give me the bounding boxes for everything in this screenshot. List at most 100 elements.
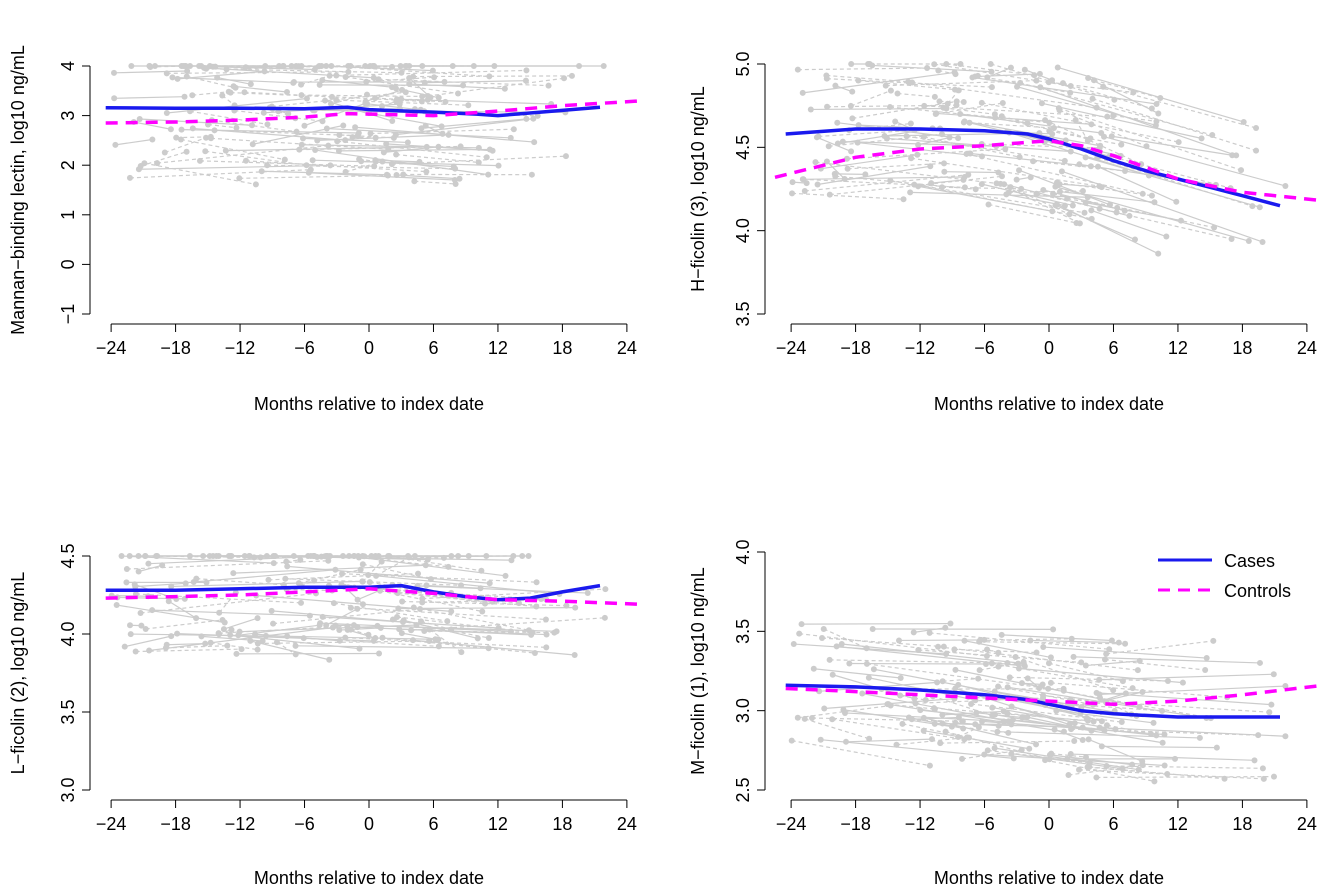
trajectory-point <box>865 674 872 681</box>
trajectory-point <box>354 605 361 612</box>
trajectory-point <box>789 179 796 186</box>
trajectory-segment <box>411 617 605 631</box>
trajectory-point <box>230 570 237 577</box>
trajectory-point <box>1119 678 1126 685</box>
trajectory-point <box>1119 765 1126 772</box>
trajectory-segment <box>1030 639 1119 644</box>
trajectory-segment <box>1099 673 1274 681</box>
trajectory-point <box>207 133 214 140</box>
trajectory-point <box>510 126 517 133</box>
trajectory-point <box>1228 236 1235 243</box>
trajectory-segment <box>987 67 1012 78</box>
trajectory-point <box>219 92 226 99</box>
trajectory-segment <box>1008 190 1083 193</box>
trajectory-point <box>378 558 385 565</box>
trajectory-point <box>922 697 929 704</box>
trajectory-segment <box>368 112 442 127</box>
trajectory-point <box>796 630 803 637</box>
trajectory-segment <box>1099 685 1286 695</box>
trajectory-point <box>915 141 922 148</box>
trajectory-point <box>799 89 806 96</box>
trajectory-point <box>1129 761 1136 768</box>
trajectory-point <box>367 130 374 137</box>
trajectory-segment <box>841 643 1024 665</box>
trajectory-point <box>832 173 839 180</box>
trajectory-point <box>1020 658 1027 665</box>
trajectory-point <box>824 103 831 110</box>
trajectory-point <box>951 646 958 653</box>
x-tick-label: −12 <box>225 814 256 834</box>
trajectory-point <box>486 146 493 153</box>
trajectory-segment <box>375 556 410 577</box>
trajectory-segment <box>145 555 261 558</box>
y-tick-label: 4.5 <box>733 135 753 160</box>
trajectory-point <box>132 583 139 590</box>
trajectory-point <box>149 136 156 143</box>
trajectory-point <box>848 148 855 155</box>
y-tick-label: 1 <box>58 210 78 220</box>
trajectory-point <box>910 629 917 636</box>
trajectory-point <box>832 82 839 89</box>
trajectory-segment <box>336 69 527 77</box>
trajectory-point <box>252 181 259 188</box>
trajectory-segment <box>299 145 461 151</box>
trajectory-point <box>482 600 489 607</box>
trajectory-point <box>543 644 550 651</box>
trajectory-point <box>1282 182 1289 189</box>
trajectory-point <box>431 74 438 81</box>
trajectory-point <box>399 598 406 605</box>
trajectory-point <box>602 586 609 593</box>
trajectory-segment <box>177 70 265 80</box>
trajectory-point <box>561 75 568 82</box>
trajectory-point <box>976 667 983 674</box>
trajectory-point <box>402 63 409 69</box>
trajectory-point <box>123 566 130 573</box>
trajectory-point <box>193 615 200 622</box>
trajectory-point <box>224 642 231 649</box>
trajectory-point <box>823 72 830 79</box>
trajectory-point <box>981 636 988 643</box>
trajectory-segment <box>1097 166 1177 203</box>
y-axis: 2.5 3.0 3.5 4.0 <box>733 539 766 803</box>
trajectory-point <box>1033 77 1040 84</box>
trajectory-point <box>370 74 377 81</box>
trajectory-point <box>168 633 175 640</box>
trajectory-point <box>1096 676 1103 683</box>
trajectory-segment <box>189 110 268 125</box>
trajectory-point <box>601 614 608 621</box>
trajectory-segment <box>1071 728 1259 736</box>
trajectory-point <box>132 648 139 655</box>
trajectory-point <box>1046 119 1053 126</box>
trajectory-segment <box>823 628 867 649</box>
trajectory-segment <box>1097 157 1253 207</box>
trajectory-segment <box>333 602 448 622</box>
trajectory-segment <box>217 76 251 85</box>
y-tick-label: 2.5 <box>733 777 753 802</box>
trajectory-point <box>988 84 995 91</box>
trajectory-point <box>1093 774 1100 781</box>
trajectory-point <box>325 142 332 149</box>
trajectory-segment <box>1011 753 1123 770</box>
x-tick-label: −12 <box>905 338 936 358</box>
trajectory-point <box>242 157 249 164</box>
trajectory-point <box>345 63 352 69</box>
trajectory-point <box>167 126 174 133</box>
trajectory-point <box>203 134 210 141</box>
trajectory-point <box>1082 662 1089 669</box>
trajectory-segment <box>1099 697 1132 715</box>
trajectory-point <box>1145 172 1152 179</box>
trajectory-segment <box>1054 728 1083 741</box>
y-tick-label: 4 <box>58 61 78 71</box>
trajectory-point <box>283 558 290 565</box>
y-tick-label: 3 <box>58 111 78 121</box>
trajectory-segment <box>942 677 979 682</box>
trajectory-point <box>988 660 995 667</box>
trajectory-point <box>247 81 254 88</box>
trajectory-point <box>1045 660 1052 667</box>
trajectory-point <box>1136 657 1143 664</box>
trajectory-segment <box>168 600 197 619</box>
trajectory-point <box>423 582 430 589</box>
trajectory-point <box>543 631 550 638</box>
trajectory-segment <box>1015 656 1114 691</box>
trajectory-point <box>1084 137 1091 144</box>
